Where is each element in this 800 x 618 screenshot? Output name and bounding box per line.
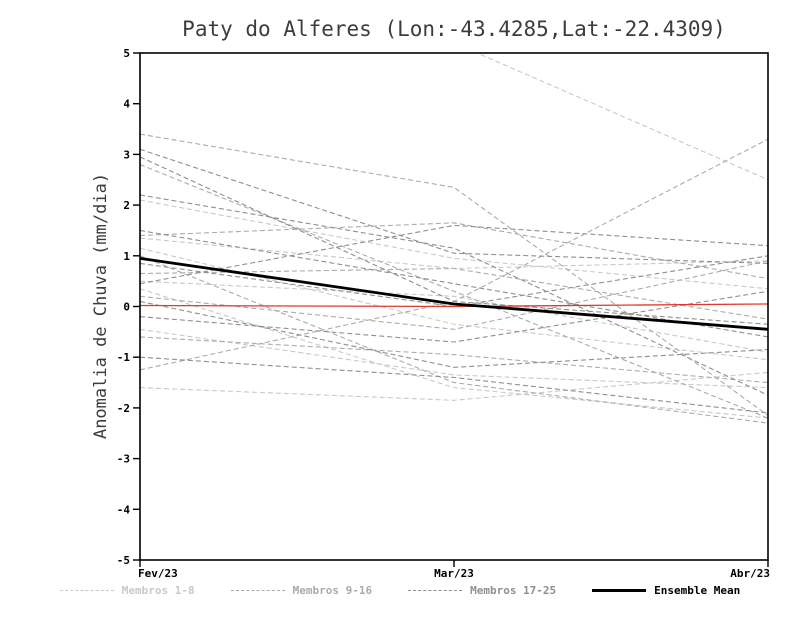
- y-tick-label: 4: [123, 98, 130, 111]
- legend-item-ensemble-mean: Ensemble Mean: [592, 584, 740, 597]
- ensemble-member-line: [140, 371, 768, 401]
- ensemble-member-line: [140, 222, 768, 280]
- legend-label-ensemble-mean: Ensemble Mean: [654, 584, 741, 597]
- ensemble-member-line: [140, 300, 768, 368]
- legend-line-sample-membros-1-8: [59, 590, 114, 591]
- y-axis-label: Anomalia de Chuva (mm/dia): [91, 173, 111, 439]
- ensemble-member-line: [140, 267, 768, 320]
- chart-legend: Membros 1-8 Membros 9-16 Membros 17-25 E…: [0, 584, 800, 597]
- axes-layer: -5 -4 -3 -2 -1 0 1 2 3 4 5 Fev/23 Mar/23 Abr/23: [117, 47, 770, 580]
- y-tick-label: -4: [117, 503, 131, 516]
- ensemble-member-line: [140, 148, 768, 264]
- legend-label-membros-1-8: Membros 1-8: [121, 584, 195, 597]
- ensemble-member-line: [140, 199, 768, 290]
- legend-item-membros-17-25: Membros 17-25: [408, 584, 556, 597]
- ensemble-member-line: [140, 133, 768, 416]
- legend-line-sample-membros-9-16: [230, 590, 285, 591]
- ensemble-member-line: [140, 224, 768, 285]
- y-tick-label: 5: [123, 47, 130, 60]
- legend-line-sample-ensemble-mean: [592, 589, 647, 592]
- series-lines-layer: [140, 53, 768, 424]
- ensemble-mean-line: [140, 256, 768, 331]
- ensemble-member-line: [140, 288, 768, 419]
- ensemble-member-line: [140, 356, 768, 414]
- ensemble-member-line: [140, 280, 768, 353]
- y-tick-label: 0: [123, 301, 130, 314]
- ensemble-member-line: [140, 255, 768, 424]
- x-tick-label: Abr/23: [730, 567, 770, 580]
- ensemble-member-line: [475, 53, 768, 181]
- ensemble-member-line: [140, 229, 768, 338]
- ensemble-member-line: [140, 156, 768, 325]
- legend-label-membros-9-16: Membros 9-16: [292, 584, 373, 597]
- legend-line-sample-membros-17-25: [408, 590, 463, 591]
- chart-title: Paty do Alferes (Lon:-43.4285,Lat:-22.43…: [182, 17, 726, 41]
- y-tick-label: 1: [123, 250, 130, 263]
- legend-item-membros-1-8: Membros 1-8: [59, 584, 195, 597]
- ensemble-member-line: [140, 194, 768, 396]
- ensemble-member-line: [140, 164, 768, 419]
- ensemble-member-line: [140, 260, 768, 330]
- y-tick-label: -5: [117, 554, 130, 567]
- ensemble-member-line: [140, 290, 768, 343]
- legend-label-membros-17-25: Membros 17-25: [470, 584, 557, 597]
- legend-item-membros-9-16: Membros 9-16: [230, 584, 373, 597]
- y-tick-label: -3: [117, 453, 130, 466]
- y-tick-label: -2: [117, 402, 130, 415]
- ensemble-member-line: [140, 336, 768, 384]
- x-tick-label: Fev/23: [138, 567, 178, 580]
- x-tick-label: Mar/23: [434, 567, 474, 580]
- y-tick-label: 3: [123, 148, 130, 161]
- y-tick-label: 2: [123, 199, 130, 212]
- y-tick-label: -1: [117, 351, 131, 364]
- reference-line: [140, 303, 768, 308]
- ensemble-member-line: [140, 328, 768, 389]
